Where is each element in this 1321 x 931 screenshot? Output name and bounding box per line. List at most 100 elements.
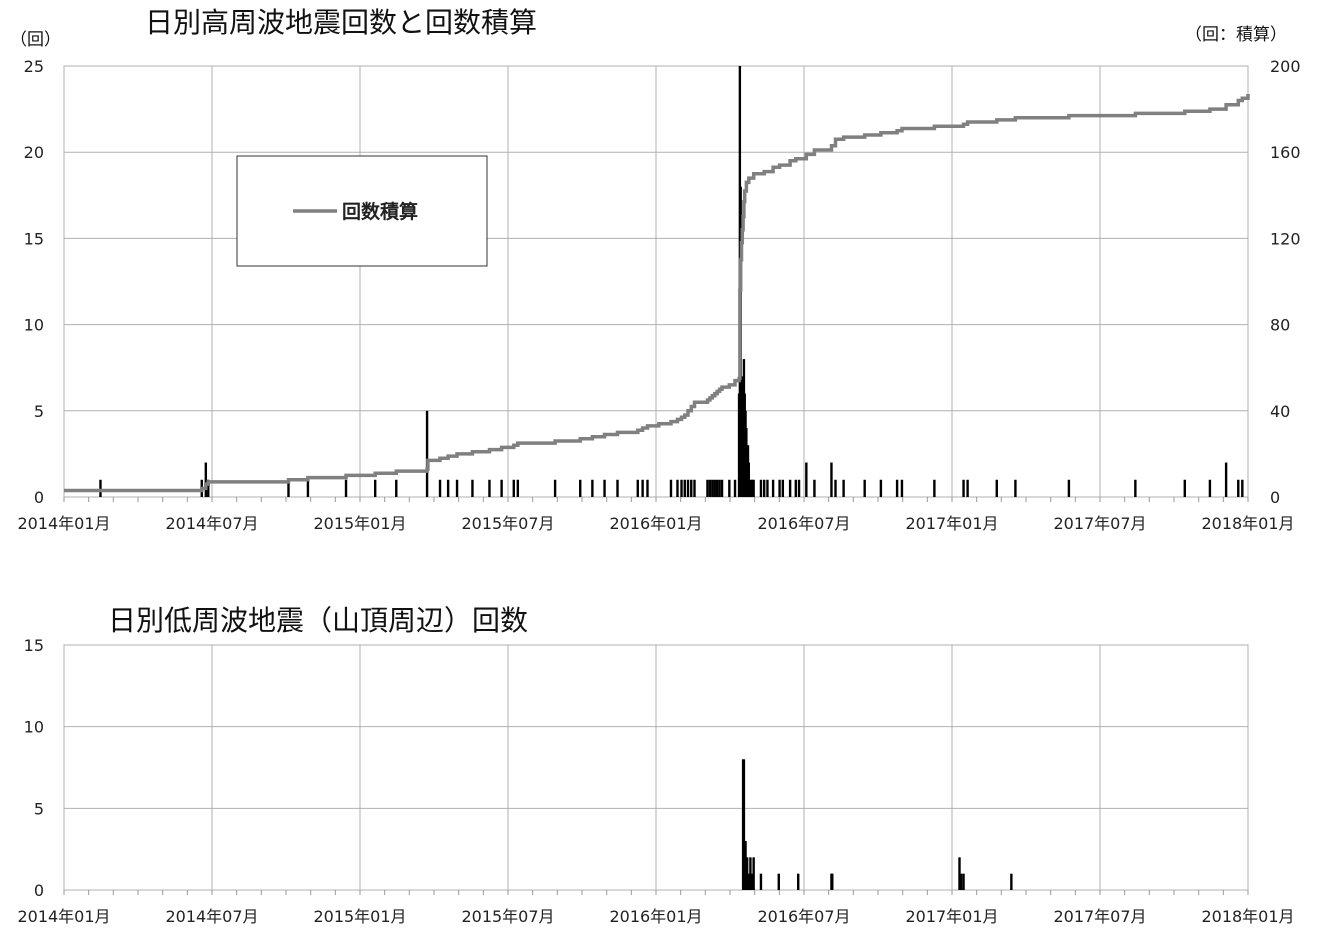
x-tick-label: 2015年01月 <box>313 907 406 926</box>
bottom-chart-title: 日別低周波地震（山頂周辺）回数 <box>108 604 528 637</box>
bar <box>794 479 797 497</box>
bar <box>711 479 714 497</box>
bar <box>591 479 594 497</box>
bar <box>830 462 833 497</box>
bar <box>749 857 752 890</box>
bar <box>718 479 721 497</box>
top-x-axis-ticks: 2014年01月 2014年07月 2015年01月 2015年07月 2016年01月… <box>17 514 1294 533</box>
bottom-gridlines <box>63 644 1249 895</box>
bar <box>805 462 808 497</box>
bar <box>750 873 754 890</box>
legend-label: 回数積算 <box>342 200 418 223</box>
x-tick-label: 2017年01月 <box>905 514 998 533</box>
bar <box>373 479 377 497</box>
bar <box>553 479 557 497</box>
bar <box>797 479 801 497</box>
bar <box>728 479 731 497</box>
bar <box>603 479 606 497</box>
bar <box>99 479 102 497</box>
bar <box>488 479 491 497</box>
bar <box>966 479 969 497</box>
x-tick-label: 2014年01月 <box>17 907 110 926</box>
bar <box>636 479 639 497</box>
bar <box>747 462 750 497</box>
bar <box>762 479 766 497</box>
bar <box>750 479 754 497</box>
bar <box>781 479 785 497</box>
y-tick-label: 10 <box>24 718 44 737</box>
bar <box>788 479 792 497</box>
top-left-axis-unit: （回） <box>10 30 61 50</box>
bar <box>425 410 429 497</box>
bar <box>745 857 749 890</box>
y-tick-label: 20 <box>24 143 44 162</box>
bar <box>1010 873 1013 890</box>
bar <box>1237 479 1240 497</box>
bar <box>676 479 679 497</box>
bar <box>287 479 290 497</box>
bar <box>759 479 763 497</box>
x-tick-label: 2017年07月 <box>1053 514 1146 533</box>
y2-tick-label: 120 <box>1270 229 1301 248</box>
bar <box>962 479 965 497</box>
bar <box>669 479 673 497</box>
x-tick-label: 2014年01月 <box>17 514 110 533</box>
bar <box>516 479 520 497</box>
bar <box>879 479 883 497</box>
bar <box>207 479 210 497</box>
bar <box>933 479 936 497</box>
bar <box>579 479 582 497</box>
bar <box>1224 462 1228 497</box>
x-tick-label: 2016年07月 <box>757 514 850 533</box>
bar <box>962 873 965 890</box>
bar <box>706 479 709 497</box>
bar <box>680 479 683 497</box>
top-right-axis-ticks: 0 40 80 120 160 200 <box>1270 57 1301 507</box>
bar <box>958 857 961 890</box>
bar <box>733 479 737 497</box>
bar <box>686 479 690 497</box>
bar <box>813 479 816 497</box>
y-tick-label: 15 <box>24 229 44 248</box>
bar <box>1183 479 1186 497</box>
bar <box>771 479 775 497</box>
y-tick-label: 0 <box>34 488 44 507</box>
x-tick-label: 2014年07月 <box>165 907 258 926</box>
bar <box>715 479 719 497</box>
y2-tick-label: 200 <box>1270 57 1301 76</box>
bar <box>455 479 459 497</box>
bottom-x-axis-ticks: 2014年01月 2014年07月 2015年01月 2015年07月 2016年01月… <box>17 907 1294 926</box>
bar <box>744 841 747 890</box>
bar <box>959 873 963 890</box>
y2-tick-label: 0 <box>1270 488 1280 507</box>
y2-tick-label: 40 <box>1270 402 1290 421</box>
bar <box>900 479 904 497</box>
bar <box>1014 479 1017 497</box>
x-tick-label: 2014年07月 <box>165 514 258 533</box>
bar <box>500 479 503 497</box>
x-tick-label: 2017年01月 <box>905 907 998 926</box>
x-tick-label: 2018年01月 <box>1201 907 1294 926</box>
bar <box>863 479 866 497</box>
bar <box>395 479 398 497</box>
top-legend: 回数積算 <box>236 155 488 267</box>
bar <box>1208 479 1212 497</box>
bar <box>693 479 696 497</box>
x-tick-label: 2016年01月 <box>609 514 702 533</box>
bar <box>831 873 834 890</box>
bar <box>752 479 755 497</box>
bar <box>797 873 800 890</box>
y2-tick-label: 80 <box>1270 316 1290 335</box>
bar <box>641 479 644 497</box>
bar <box>749 479 752 497</box>
bar <box>438 479 442 497</box>
x-tick-label: 2016年07月 <box>757 907 850 926</box>
bar <box>446 479 450 497</box>
bar <box>766 479 769 497</box>
y-tick-label: 5 <box>34 402 44 421</box>
top-bar-series <box>99 66 1244 497</box>
bar <box>834 479 837 497</box>
cumulative-count-line <box>64 94 1250 493</box>
y2-tick-label: 160 <box>1270 143 1301 162</box>
